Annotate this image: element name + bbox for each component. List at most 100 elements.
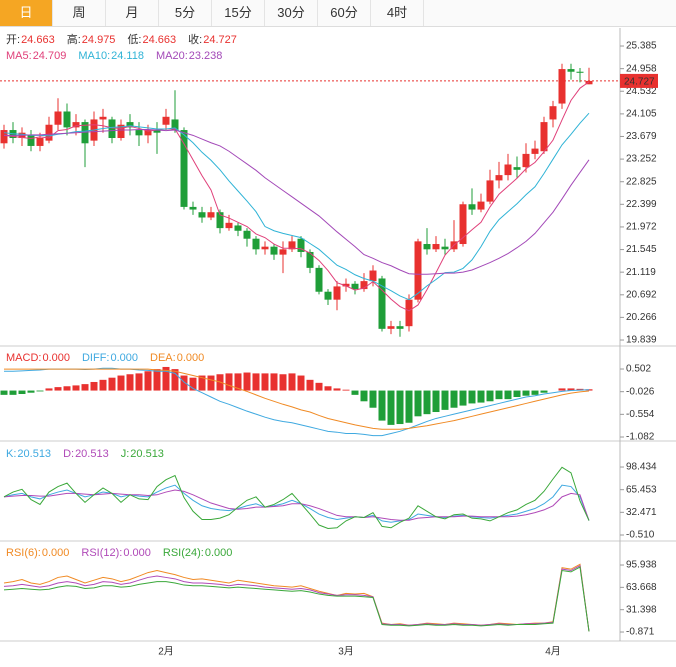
ma-line	[3, 81, 590, 312]
candle-body	[441, 246, 449, 250]
candle-body	[387, 326, 395, 329]
macd-bar	[333, 388, 341, 391]
y-tick-label: 22.399	[626, 199, 657, 210]
y-tick-label: -1.082	[626, 432, 655, 443]
candle-body	[333, 286, 341, 300]
candle-body	[396, 326, 404, 329]
candle-body	[567, 69, 575, 72]
macd-bar	[459, 390, 467, 406]
y-tick-label: -0.554	[626, 409, 655, 420]
candle-body	[81, 122, 89, 144]
legend-label: RSI(6):	[6, 547, 41, 559]
macd-bar	[522, 390, 530, 396]
candle-body	[522, 153, 530, 168]
candle-body	[45, 124, 53, 141]
period-tab[interactable]: 4时	[371, 0, 424, 26]
x-tick-label: 3月	[338, 646, 354, 658]
y-tick-label: 25.385	[626, 41, 657, 52]
legend-value: 0.000	[42, 547, 70, 559]
legend-value: 20.513	[130, 448, 164, 460]
macd-bar	[387, 390, 395, 425]
macd-bar	[234, 373, 242, 391]
legend-label: 开:	[6, 34, 20, 46]
macd-bar	[117, 375, 125, 391]
y-tick-label: 21.972	[626, 222, 657, 233]
legend-value: 0.000	[123, 547, 151, 559]
macd-bar	[153, 369, 161, 391]
y-tick-label: 31.398	[626, 604, 657, 615]
indicator-line	[3, 489, 590, 521]
period-tab[interactable]: 15分	[212, 0, 265, 26]
legend-value: 24.663	[143, 34, 177, 46]
period-tab[interactable]: 周	[53, 0, 106, 26]
candle-body	[297, 238, 305, 252]
legend-value: 0.000	[177, 352, 205, 364]
macd-bar	[0, 390, 8, 395]
candle-body	[0, 130, 8, 144]
legend-value: 24.663	[21, 34, 55, 46]
candle-body	[279, 249, 287, 255]
macd-bar	[369, 390, 377, 408]
candle-body	[153, 130, 161, 133]
macd-bar	[468, 390, 476, 404]
period-tab[interactable]: 5分	[159, 0, 212, 26]
macd-bar	[261, 373, 269, 391]
macd-bar	[558, 388, 566, 391]
period-tabs: 日周月 5分 15分 30分 60分 4时	[0, 0, 676, 27]
candle-body	[477, 201, 485, 210]
macd-bar	[432, 390, 440, 413]
candle-body	[234, 225, 242, 231]
macd-bar	[540, 390, 548, 393]
candle-body	[342, 283, 350, 287]
y-tick-label: 95.938	[626, 560, 657, 571]
macd-bar	[270, 373, 278, 391]
macd-bar	[180, 375, 188, 391]
macd-bar	[252, 373, 260, 391]
candle-body	[36, 137, 44, 146]
period-tab[interactable]: 日	[0, 0, 53, 26]
candle-body	[72, 122, 80, 128]
candle-body	[486, 180, 494, 202]
macd-bar	[135, 373, 143, 391]
candle-body	[315, 267, 323, 292]
macd-bar	[9, 390, 17, 395]
legend-label: 高:	[67, 32, 81, 46]
candle-body	[207, 212, 215, 218]
candle-body	[144, 130, 152, 136]
candle-body	[531, 148, 539, 154]
period-tab[interactable]: 60分	[318, 0, 371, 26]
legend-label: K:	[6, 448, 16, 460]
y-tick-label: 32.471	[626, 507, 657, 518]
indicator-line	[3, 484, 590, 523]
y-tick-label: 65.453	[626, 484, 657, 495]
legend-label: MA10:	[78, 50, 110, 62]
period-tab[interactable]: 30分	[265, 0, 318, 26]
macd-bar	[18, 390, 26, 394]
macd-bar	[207, 375, 215, 391]
y-tick-label: -0.510	[626, 530, 655, 541]
indicator-line	[4, 368, 590, 430]
y-tick-label: 21.545	[626, 244, 657, 255]
y-tick-label: -0.026	[626, 386, 655, 397]
indicator-line	[3, 564, 590, 632]
candle-body	[126, 122, 134, 128]
y-tick-label: 24.958	[626, 63, 657, 74]
period-tab[interactable]: 月	[106, 0, 159, 26]
legend-value: 24.975	[82, 34, 116, 46]
candle-body	[99, 116, 107, 120]
candle-body	[27, 135, 35, 146]
last-price-label: 24.727	[624, 77, 655, 88]
macd-bar	[351, 390, 359, 395]
indicator-line	[3, 566, 590, 632]
macd-bar	[378, 390, 386, 421]
indicator-line	[3, 466, 590, 529]
legend-label: RSI(24):	[163, 547, 204, 559]
candle-body	[351, 283, 359, 290]
y-tick-label: -0.871	[626, 627, 655, 638]
ma-line	[3, 112, 590, 301]
candle-body	[423, 244, 431, 250]
macd-bar	[225, 373, 233, 391]
macd-bar	[72, 385, 80, 391]
candle-body	[63, 111, 71, 128]
